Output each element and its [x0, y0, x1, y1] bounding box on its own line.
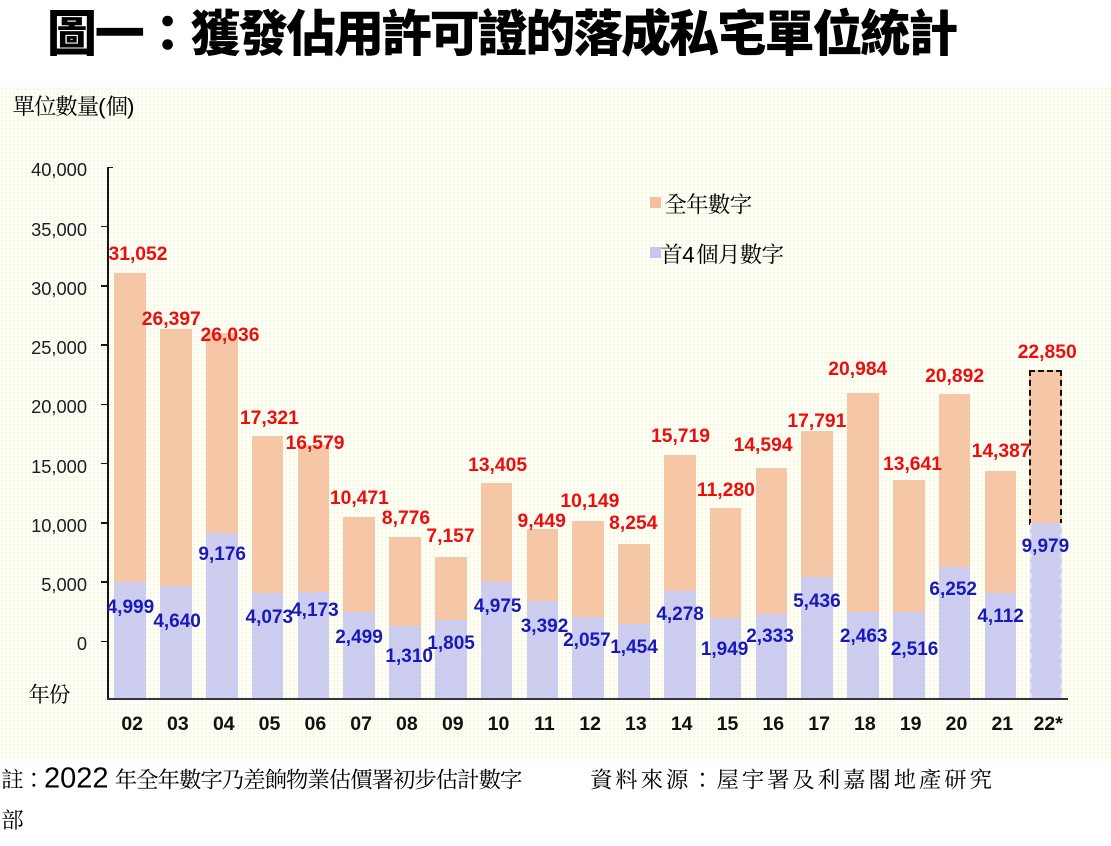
svg-text:2: 2 — [44, 763, 60, 795]
svg-text:): ) — [127, 94, 135, 119]
svg-text:2: 2 — [76, 763, 92, 795]
svg-text:2: 2 — [92, 763, 108, 795]
svg-text:4: 4 — [682, 242, 695, 267]
svg-text:(: ( — [98, 94, 106, 119]
svg-text:0: 0 — [60, 763, 76, 795]
